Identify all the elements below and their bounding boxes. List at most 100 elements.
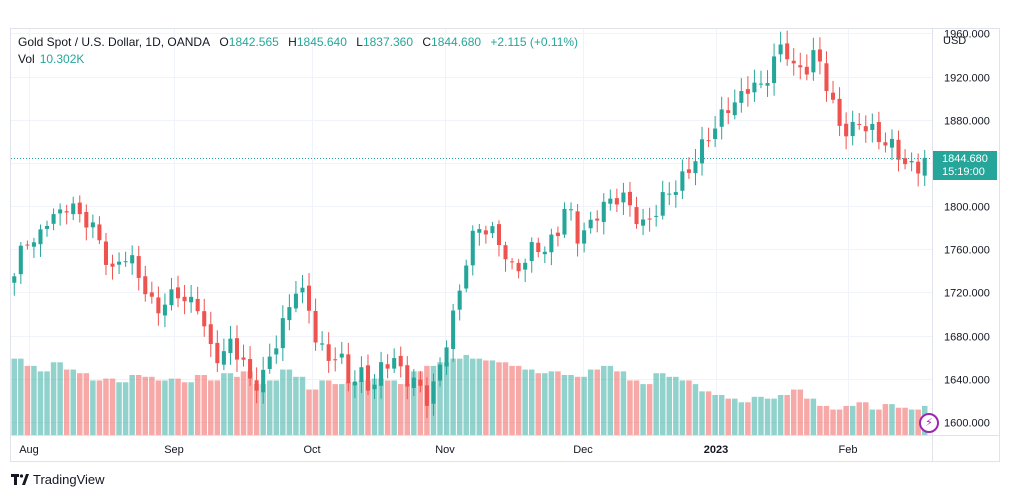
x-tick-label: Feb — [839, 444, 858, 456]
candle-body — [267, 356, 272, 369]
y-tick-label: 1800.000 — [944, 202, 990, 214]
candle-body — [58, 209, 63, 214]
volume-bar — [483, 360, 489, 435]
y-tick-label: 1880.000 — [944, 116, 990, 128]
volume-bar — [325, 380, 332, 435]
candle-body — [510, 261, 515, 263]
candle-body — [352, 381, 357, 386]
candle-body — [699, 139, 705, 164]
tradingview-branding[interactable]: TradingView — [11, 472, 105, 487]
close-label: C — [422, 35, 432, 49]
candle-body — [896, 139, 901, 160]
volume-bar — [345, 382, 352, 435]
candle-body — [241, 357, 246, 360]
candle-body — [451, 310, 456, 350]
candle-body — [130, 255, 135, 264]
candle-body — [339, 353, 344, 358]
candle-body — [326, 344, 331, 361]
candle-body — [437, 364, 443, 381]
candle-body — [654, 215, 659, 217]
volume-bar — [90, 380, 96, 435]
candle-body — [117, 261, 122, 265]
candle-body — [64, 211, 69, 213]
candle-body — [490, 226, 495, 234]
volume-bar — [37, 371, 44, 435]
volume-bar — [221, 373, 227, 435]
candle-body — [667, 193, 672, 195]
volume-bar — [686, 380, 692, 435]
candle-body — [320, 343, 325, 345]
chart-frame — [10, 28, 1000, 462]
volume-bar — [470, 358, 476, 435]
candle-body — [169, 289, 174, 306]
volume-bar — [751, 396, 758, 435]
candle-body — [372, 384, 377, 390]
volume-label[interactable]: Vol — [18, 52, 35, 66]
volume-bar — [273, 380, 280, 435]
candle-body — [857, 123, 862, 125]
volume-bar — [391, 380, 397, 435]
volume-bar — [247, 371, 253, 435]
volume-bar — [332, 384, 338, 435]
candle-body — [208, 324, 213, 345]
candle-body — [346, 354, 351, 384]
volume-bar — [175, 378, 181, 435]
candle-body — [392, 358, 397, 369]
volume-bar — [902, 407, 908, 435]
candle-body — [31, 242, 36, 247]
candle-body — [477, 229, 482, 233]
symbol-title[interactable]: Gold Spot / U.S. Dollar, 1D, OANDA — [18, 35, 211, 49]
volume-bar — [57, 362, 63, 435]
candle-body — [870, 123, 875, 130]
volume-bar — [587, 369, 594, 435]
volume-bar — [666, 376, 673, 435]
x-tick-label: Sep — [164, 444, 184, 456]
volume-bar — [299, 376, 306, 435]
candle-body — [182, 296, 187, 302]
volume-bar — [384, 380, 391, 435]
candle-body — [582, 230, 587, 244]
volume-bar — [889, 404, 895, 435]
candle-body — [483, 230, 488, 235]
volume-bar — [777, 395, 784, 435]
candle-body — [411, 377, 416, 389]
candle-body — [739, 91, 744, 103]
candle-body — [772, 56, 777, 84]
ohlc-legend: Gold Spot / U.S. Dollar, 1D, OANDA O1842… — [18, 35, 578, 49]
candle-body — [464, 265, 469, 289]
candle-body — [778, 44, 783, 55]
volume-bar — [404, 384, 411, 435]
candle-body — [516, 262, 521, 272]
y-tick-label: 1960.000 — [944, 29, 990, 41]
volume-bar — [280, 369, 286, 435]
volume-bar — [869, 409, 876, 435]
currency-label[interactable]: USD — [943, 35, 967, 47]
volume-bar — [653, 373, 659, 435]
candle-body — [641, 219, 646, 226]
candle-body — [313, 310, 318, 343]
candle-body — [745, 89, 750, 94]
candle-body — [189, 296, 194, 303]
last-price-value: 1844.680 — [942, 152, 988, 165]
candle-body — [379, 362, 384, 386]
volume-bar — [528, 369, 535, 435]
candle-body — [424, 385, 429, 406]
volume-bar — [646, 384, 653, 435]
volume-bar — [849, 405, 856, 435]
volume-bar — [443, 362, 450, 435]
volume-bar — [633, 380, 640, 435]
volume-bar — [450, 358, 456, 435]
candle-body — [274, 348, 279, 355]
lightning-icon[interactable]: ⚡ — [919, 413, 939, 433]
volume-bar — [856, 402, 862, 435]
candle-body — [385, 364, 390, 369]
candle-body — [523, 262, 528, 270]
volume-bar — [201, 375, 207, 435]
volume-bar — [188, 382, 194, 435]
volume-bar — [915, 409, 921, 435]
candle-body — [647, 218, 652, 220]
volume-legend: Vol 10.302K — [18, 52, 84, 66]
high-label: H — [288, 35, 297, 49]
volume-bar — [135, 375, 142, 435]
